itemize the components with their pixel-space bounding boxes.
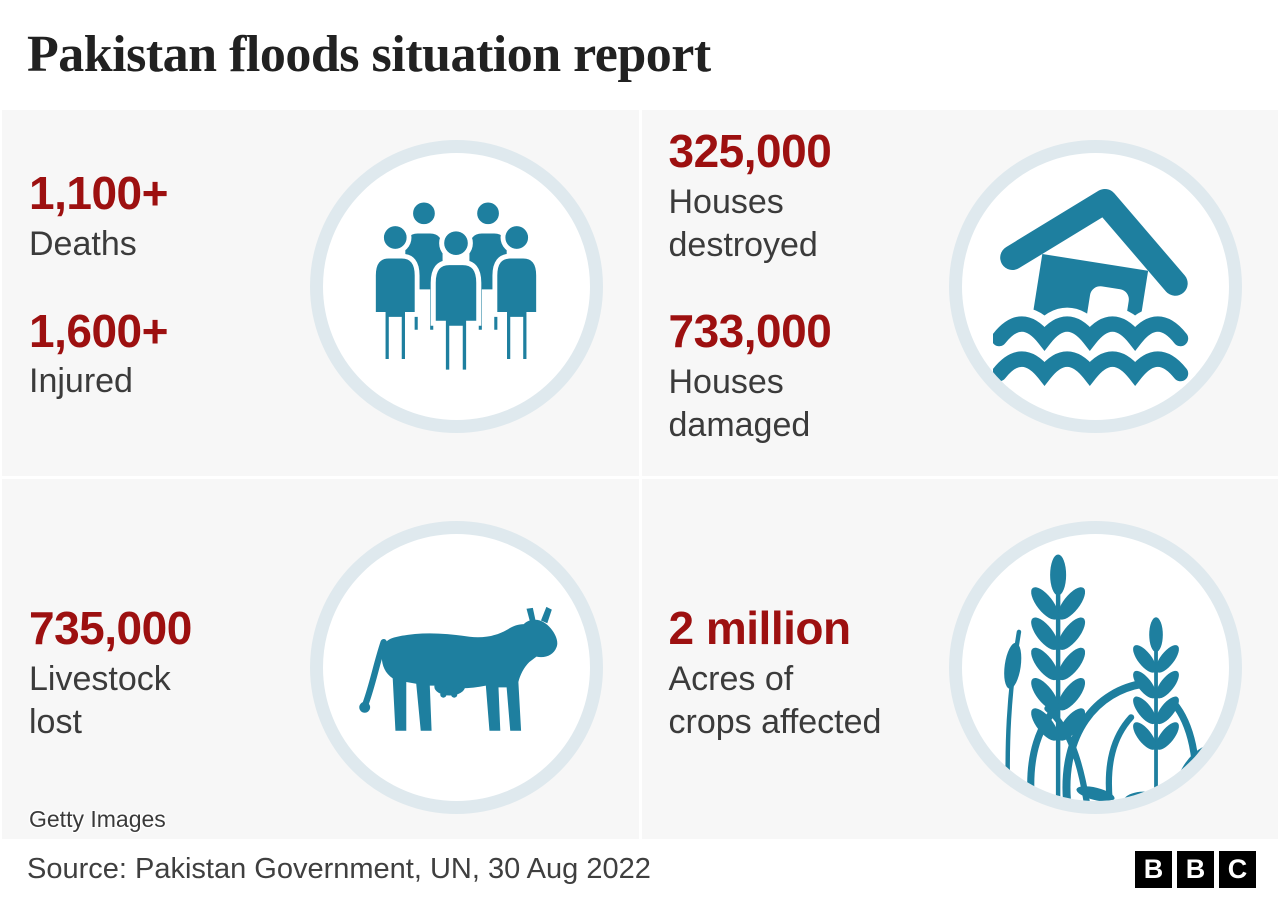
bbc-logo-block: B — [1135, 851, 1172, 888]
quadrant-human-toll: 1,100+ Deaths 1,600+ Injured — [2, 110, 639, 476]
stat-value: 733,000 — [668, 305, 832, 358]
stat-crops-affected: 2 million Acres of crops affected — [668, 602, 882, 743]
source-text: Source: Pakistan Government, UN, 30 Aug … — [27, 853, 651, 885]
stat-deaths: 1,100+ Deaths — [29, 167, 168, 266]
image-credit: Getty Images — [29, 806, 166, 832]
stat-value: 2 million — [668, 602, 852, 654]
stat-label: Houses destroyed — [668, 182, 818, 264]
bbc-logo-block: C — [1219, 851, 1256, 888]
stat-value: 735,000 — [29, 602, 192, 654]
stat-houses-destroyed: 325,000 Houses destroyed — [668, 125, 832, 266]
stat-group: 1,100+ Deaths 1,600+ Injured — [29, 110, 168, 476]
people-group-icon — [309, 140, 603, 433]
page-title: Pakistan floods situation report — [27, 25, 711, 83]
stat-value: 1,100+ — [29, 167, 168, 219]
stat-group: 2 million Acres of crops affected — [669, 479, 882, 839]
stat-label: Deaths — [29, 224, 137, 263]
stat-group: 735,000 Livestock lost — [29, 479, 192, 839]
stat-label: Houses damaged — [668, 363, 811, 445]
quadrant-livestock: 735,000 Livestock lost — [2, 479, 639, 839]
stat-value: 1,600+ — [29, 304, 168, 357]
stat-group: 325,000 Houses destroyed 733,000 Houses … — [669, 110, 832, 476]
stat-label: Injured — [29, 362, 133, 401]
stat-houses-damaged: 733,000 Houses damaged — [669, 308, 832, 446]
wheat-crops-icon — [949, 521, 1242, 814]
stat-livestock-lost: 735,000 Livestock lost — [29, 602, 192, 743]
stat-label: Acres of crops affected — [668, 659, 882, 741]
cow-icon — [309, 521, 603, 814]
quadrant-housing: 325,000 Houses destroyed 733,000 Houses … — [641, 110, 1278, 476]
quadrant-crops: 2 million Acres of crops affected — [641, 479, 1278, 839]
stat-value: 325,000 — [668, 125, 832, 177]
bbc-logo: B B C — [1135, 851, 1256, 888]
flooded-house-icon — [949, 140, 1242, 433]
stat-grid: 1,100+ Deaths 1,600+ Injured — [0, 110, 1280, 839]
footer: Source: Pakistan Government, UN, 30 Aug … — [0, 839, 1280, 900]
stat-label: Livestock lost — [29, 659, 171, 741]
header: Pakistan floods situation report — [0, 0, 1280, 110]
bbc-logo-block: B — [1177, 851, 1214, 888]
stat-injured: 1,600+ Injured — [29, 304, 168, 404]
